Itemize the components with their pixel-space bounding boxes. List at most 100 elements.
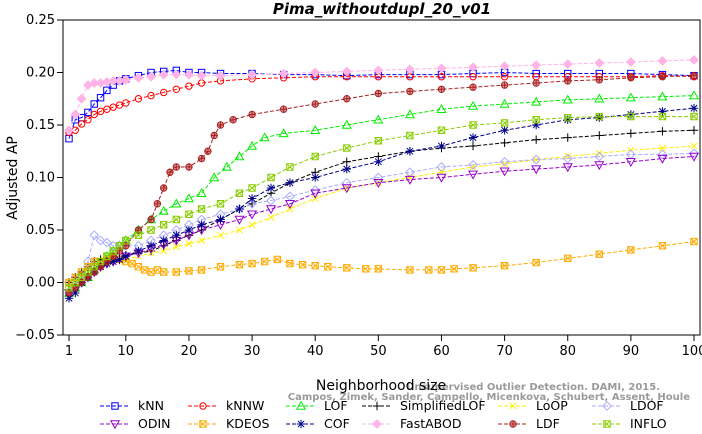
legend-marker (109, 420, 121, 430)
data-point (312, 100, 319, 108)
data-point (147, 91, 155, 100)
data-point (563, 115, 572, 124)
data-point (172, 215, 181, 224)
data-point (310, 189, 321, 199)
data-point (286, 259, 294, 268)
data-point (185, 240, 193, 248)
legend-marker (372, 401, 382, 411)
data-point (108, 257, 118, 266)
data-point (531, 120, 541, 130)
data-point (437, 141, 446, 151)
data-point (499, 61, 510, 72)
legend-label: LDOF (630, 398, 664, 413)
data-point (280, 106, 287, 113)
data-point (594, 151, 605, 162)
data-point (215, 70, 226, 81)
data-point (115, 242, 124, 250)
data-point (425, 266, 433, 274)
data-point (122, 236, 130, 245)
data-point (469, 264, 477, 272)
legend-label: LoOP (536, 398, 568, 413)
data-point (689, 54, 699, 65)
data-point (171, 69, 182, 80)
legend-item-loop: LoOP (498, 398, 568, 413)
data-point (159, 88, 168, 97)
data-point (311, 152, 319, 161)
legend-label: ODIN (138, 416, 171, 431)
chart-title: Pima_withoutdupl_20_v01 (273, 0, 491, 18)
data-point (342, 164, 351, 174)
data-point (594, 93, 605, 103)
data-point (436, 104, 447, 113)
data-point (689, 148, 699, 159)
legend-label: kNNW (226, 398, 264, 413)
data-point (499, 167, 510, 177)
data-point (468, 159, 478, 170)
data-point (198, 155, 205, 162)
plot-area (62, 19, 701, 336)
legend-label: kNN (138, 398, 164, 413)
legend-marker (295, 400, 307, 410)
data-point (500, 262, 509, 270)
data-point (690, 112, 698, 121)
data-point (172, 231, 181, 240)
x-tick-label: 90 (623, 344, 640, 359)
data-point (77, 120, 86, 128)
data-point (500, 138, 509, 148)
data-point (234, 151, 245, 161)
y-axis: −0.05 0.00 0.05 0.10 0.15 0.20 0.25 (15, 13, 63, 343)
data-point (657, 149, 668, 160)
x-tick-label: 10 (118, 344, 135, 359)
data-point (141, 266, 149, 274)
data-point (690, 142, 698, 150)
series-fastabod (64, 54, 699, 136)
data-point (122, 99, 130, 107)
data-point (284, 200, 296, 209)
series-odin (63, 152, 700, 299)
data-point (658, 242, 667, 250)
data-point (285, 178, 295, 187)
data-point (171, 198, 182, 208)
legend-marker (199, 420, 207, 428)
legend-marker (111, 402, 119, 410)
data-point (373, 172, 384, 183)
data-point (343, 264, 351, 272)
data-point (267, 173, 275, 182)
legend-label: COF (324, 416, 350, 431)
data-point (147, 226, 155, 234)
data-point (562, 59, 573, 70)
data-point (159, 221, 168, 229)
data-point (658, 127, 667, 136)
data-point (562, 153, 573, 164)
data-point (247, 194, 257, 203)
data-point (596, 76, 603, 84)
data-point (134, 231, 143, 239)
data-point (128, 259, 136, 268)
data-point (89, 230, 100, 241)
data-point (185, 82, 193, 90)
data-point (121, 252, 131, 261)
data-point (77, 273, 86, 281)
data-point (659, 73, 666, 80)
data-point (595, 149, 603, 157)
data-point (185, 267, 193, 275)
data-point (197, 220, 206, 229)
data-point (247, 69, 257, 80)
legend-item-kdeos: KDEOS (188, 416, 270, 431)
data-point (211, 132, 218, 139)
data-point (627, 74, 635, 81)
data-point (259, 132, 270, 142)
data-point (626, 110, 636, 119)
data-point (196, 188, 207, 197)
legend-marker (602, 401, 612, 411)
data-point (625, 158, 636, 167)
data-point (261, 257, 269, 266)
watermark-line-1: Campos, Zimek, Sander, Campello, Micenko… (288, 392, 690, 403)
data-point (65, 134, 73, 143)
legend-marker (509, 420, 517, 428)
data-point (531, 96, 542, 106)
data-point (217, 121, 224, 129)
data-point (341, 66, 352, 77)
data-point (198, 236, 206, 245)
data-point (564, 69, 572, 78)
